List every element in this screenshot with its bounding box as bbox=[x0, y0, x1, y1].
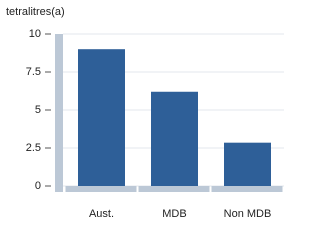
x-tick-label: MDB bbox=[162, 208, 186, 220]
x-axis-bar bbox=[65, 186, 137, 192]
y-tick-label: 5 bbox=[35, 104, 41, 116]
y-tick-label: 0 bbox=[35, 180, 41, 192]
x-axis-bar bbox=[138, 186, 210, 192]
chart: tetralitres(a) 0 2.5 5 7.5 10 Aust. MDB Non MDB bbox=[6, 6, 284, 220]
y-tick-label: 2.5 bbox=[26, 142, 41, 154]
bar bbox=[151, 91, 198, 186]
x-tick-label: Aust. bbox=[89, 208, 114, 220]
y-tick-label: 7.5 bbox=[26, 66, 41, 78]
y-axis-label: tetralitres(a) bbox=[6, 6, 65, 18]
y-tick-label: 10 bbox=[29, 28, 41, 40]
y-axis-bar bbox=[55, 34, 63, 192]
bar bbox=[224, 142, 271, 186]
x-axis-bar bbox=[211, 186, 283, 192]
bar bbox=[78, 49, 125, 187]
page: {"chart_data": {"type": "bar", "y_label"… bbox=[6, 5, 284, 220]
x-tick-label: Non MDB bbox=[224, 208, 272, 220]
